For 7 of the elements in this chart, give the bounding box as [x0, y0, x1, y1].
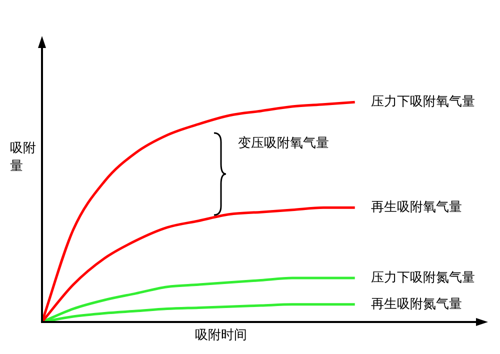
series-label: 压力下吸附氮气量 [370, 270, 475, 286]
annotation: 变压吸附氧气量 [238, 135, 329, 152]
series-label: 再生吸附氧气量 [370, 200, 462, 216]
x-axis-title: 吸附时间 [195, 327, 247, 344]
series-label: 压力下吸附氧气量 [370, 94, 475, 110]
series-label: 再生吸附氮气量 [370, 296, 462, 312]
y-axis-title: 吸附量 [10, 140, 37, 176]
